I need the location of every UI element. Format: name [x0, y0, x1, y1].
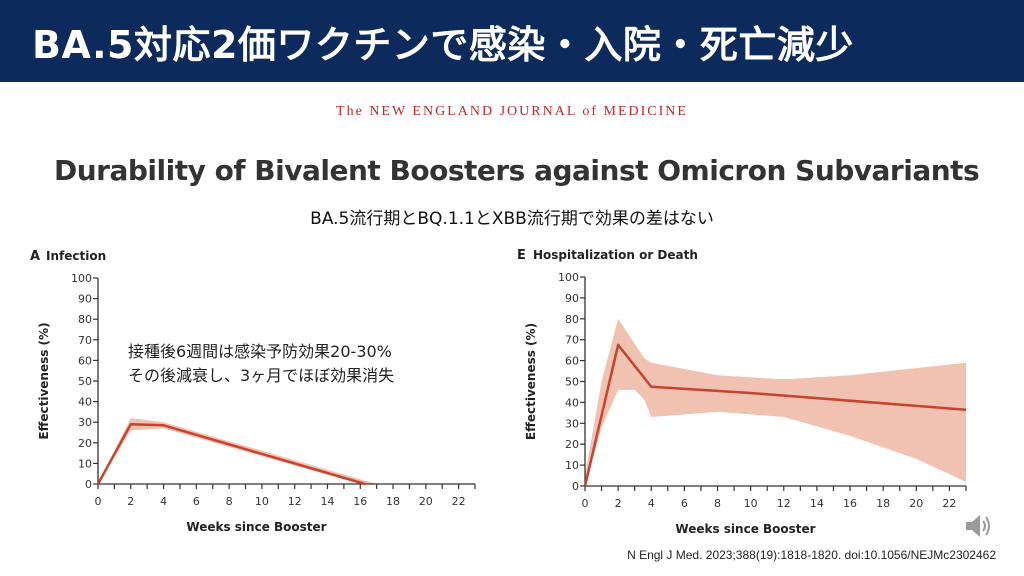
annotation: 接種後6週間は感染予防効果20-30% その後減衰し、3ヶ月でほぼ効果消失 — [128, 340, 394, 388]
x-tick-label: 0 — [95, 495, 102, 508]
x-tick-label: 0 — [582, 497, 589, 510]
y-tick-label: 0 — [572, 480, 579, 493]
x-tick-label: 14 — [320, 495, 334, 508]
x-tick-label: 12 — [777, 497, 791, 510]
y-tick-label: 40 — [78, 396, 92, 409]
y-tick-label: 80 — [78, 313, 92, 326]
y-tick-label: 10 — [78, 457, 92, 470]
speaker-icon[interactable] — [964, 512, 994, 540]
y-tick-label: 70 — [78, 334, 92, 347]
x-tick-label: 22 — [452, 495, 466, 508]
y-tick-label: 100 — [558, 271, 579, 284]
y-tick-label: 60 — [565, 355, 579, 368]
x-tick-label: 8 — [714, 497, 721, 510]
y-tick-label: 30 — [565, 417, 579, 430]
y-tick-label: 60 — [78, 354, 92, 367]
subtitle: BA.5流行期とBQ.1.1とXBB流行期で効果の差はない — [310, 209, 714, 229]
y-tick-label: 80 — [565, 313, 579, 326]
annotation-line-1: 接種後6週間は感染予防効果20-30% — [128, 342, 392, 361]
y-tick-label: 90 — [565, 292, 579, 305]
x-tick-label: 18 — [386, 495, 400, 508]
citation: N Engl J Med. 2023;388(19):1818-1820. do… — [627, 548, 996, 562]
y-axis-label: Effectiveness (%) — [524, 323, 538, 440]
y-tick-label: 90 — [78, 293, 92, 306]
x-tick-label: 22 — [942, 497, 956, 510]
effectiveness-line — [96, 423, 366, 486]
panel-title: Hospitalization or Death — [533, 248, 698, 262]
x-tick-label: 16 — [353, 495, 367, 508]
x-tick-label: 18 — [876, 497, 890, 510]
effectiveness-line — [583, 343, 967, 487]
annotation-line-2: その後減衰し、3ヶ月でほぼ効果消失 — [128, 366, 395, 385]
y-tick-label: 50 — [565, 376, 579, 389]
journal-logo: The NEW ENGLAND JOURNAL of MEDICINE — [336, 104, 688, 119]
x-tick-label: 12 — [288, 495, 302, 508]
chart-infection: A Infection 0 2 4 6 8 10 12 14 16 18 20 22 0 10 20 30 40 50… — [30, 249, 476, 534]
y-tick-label: 30 — [78, 416, 92, 429]
x-axis-label: Weeks since Booster — [186, 520, 326, 534]
confidence-band — [585, 318, 966, 486]
x-tick-label: 14 — [810, 497, 824, 510]
x-tick-label: 8 — [226, 495, 233, 508]
y-tick-label: 50 — [78, 375, 92, 388]
x-tick-label: 20 — [419, 495, 433, 508]
y-tick-label: 20 — [565, 438, 579, 451]
x-tick-label: 4 — [160, 495, 167, 508]
slide-header: BA.5対応2価ワクチンで感染・入院・死亡減少 — [0, 0, 1024, 82]
y-tick-label: 10 — [565, 459, 579, 472]
x-tick-label: 10 — [255, 495, 269, 508]
y-axis-label: Effectiveness (%) — [37, 322, 51, 439]
x-axis-label: Weeks since Booster — [675, 522, 815, 536]
y-tick-label: 20 — [78, 437, 92, 450]
y-tick-label: 0 — [85, 478, 92, 491]
panel-letter: E — [517, 248, 526, 263]
y-tick-label: 70 — [565, 334, 579, 347]
panel-letter: A — [30, 249, 40, 264]
x-tick-label: 4 — [648, 497, 655, 510]
x-tick-label: 2 — [615, 497, 622, 510]
chart-hospitalization: E Hospitalization or Death 0 2 4 6 8 10 12 14 16 18… — [517, 248, 967, 536]
x-tick-label: 6 — [193, 495, 200, 508]
page-title: Durability of Bivalent Boosters against … — [54, 154, 980, 187]
y-tick-label: 40 — [565, 396, 579, 409]
x-tick-label: 20 — [909, 497, 923, 510]
y-tick-label: 100 — [71, 272, 92, 285]
slide-title: BA.5対応2価ワクチンで感染・入院・死亡減少 — [32, 23, 854, 67]
x-tick-label: 6 — [681, 497, 688, 510]
x-tick-label: 10 — [744, 497, 758, 510]
panel-title: Infection — [46, 249, 106, 263]
x-tick-label: 16 — [843, 497, 857, 510]
x-tick-label: 2 — [127, 495, 134, 508]
